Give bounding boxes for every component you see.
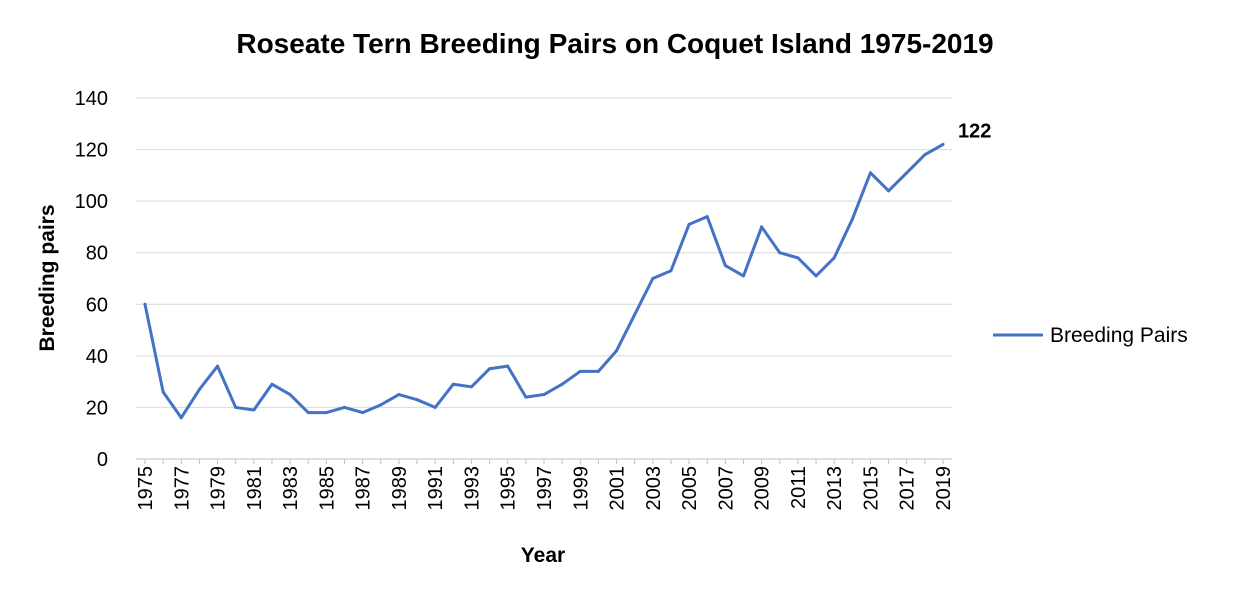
y-tick-label: 60 — [86, 294, 108, 316]
data-point — [868, 171, 872, 175]
x-axis-title: Year — [521, 544, 565, 567]
data-label-last: 122 — [958, 120, 991, 142]
data-point — [578, 369, 582, 373]
data-point — [415, 398, 419, 402]
data-point — [796, 256, 800, 260]
y-tick-label: 0 — [97, 449, 108, 471]
data-point — [361, 411, 365, 415]
data-point — [742, 274, 745, 278]
data-point — [633, 313, 637, 317]
chart-title: Roseate Tern Breeding Pairs on Coquet Is… — [236, 28, 993, 59]
y-axis-title: Breeding pairs — [36, 204, 59, 351]
data-point — [560, 382, 564, 386]
y-tick-label: 100 — [75, 191, 108, 213]
x-tick-label: 1993 — [461, 466, 483, 511]
data-point — [651, 277, 655, 280]
data-point — [234, 405, 238, 409]
x-tick-label: 2009 — [752, 466, 774, 511]
x-tick-label: 1985 — [316, 466, 338, 511]
data-point — [343, 405, 346, 409]
y-tick-label: 140 — [75, 88, 108, 110]
data-point — [216, 364, 220, 368]
x-tick-label: 1999 — [570, 466, 592, 511]
y-tick-label: 20 — [86, 397, 108, 419]
data-point — [306, 411, 310, 415]
data-point — [923, 153, 927, 157]
x-tick-label: 2013 — [824, 466, 846, 511]
data-point — [488, 367, 492, 371]
data-point — [615, 349, 619, 353]
x-tick-label: 1997 — [534, 466, 556, 511]
data-point — [143, 302, 147, 306]
data-point — [814, 274, 818, 278]
data-point — [252, 408, 256, 412]
data-point — [524, 395, 528, 399]
data-point — [596, 369, 600, 373]
data-point — [451, 382, 455, 386]
x-tick-label: 1977 — [171, 466, 193, 511]
x-tick-label: 2007 — [715, 466, 737, 511]
legend-label: Breeding Pairs — [1050, 324, 1188, 347]
x-tick-label: 1989 — [389, 466, 411, 511]
x-tick-label: 1975 — [135, 466, 157, 511]
legend: Breeding Pairs — [993, 324, 1188, 347]
x-tick-label: 1979 — [208, 466, 230, 511]
x-tick-label: 1991 — [425, 466, 447, 511]
data-point — [469, 385, 473, 389]
series-line-breeding-pairs — [143, 142, 945, 420]
data-point — [669, 269, 673, 273]
data-point — [506, 364, 510, 368]
data-point — [433, 405, 437, 409]
x-tick-label: 2017 — [897, 466, 919, 511]
x-tick-label: 2001 — [607, 466, 629, 511]
x-tick-label: 2015 — [860, 466, 882, 511]
data-point — [397, 393, 401, 397]
data-point — [179, 416, 183, 420]
data-point — [197, 387, 201, 391]
data-point — [270, 382, 274, 386]
data-point — [832, 256, 836, 260]
y-tick-label: 120 — [75, 140, 108, 162]
data-point — [161, 390, 165, 394]
data-point — [887, 189, 891, 193]
x-tick-label: 1987 — [353, 466, 375, 511]
gridlines — [136, 97, 952, 408]
x-tick-label: 2011 — [788, 466, 810, 509]
data-point — [941, 142, 945, 146]
x-tick-label: 2005 — [679, 466, 701, 511]
data-point — [542, 393, 546, 397]
data-point — [760, 225, 764, 229]
x-tick-label: 1983 — [280, 466, 302, 511]
x-tick-label: 1995 — [498, 466, 520, 511]
data-point — [905, 171, 909, 175]
data-point — [288, 393, 292, 397]
data-point — [778, 251, 782, 255]
data-point — [705, 215, 709, 219]
data-point — [379, 403, 383, 407]
data-point — [850, 217, 854, 221]
x-tick-label: 2003 — [643, 466, 665, 511]
data-point — [687, 222, 691, 226]
series-group — [143, 142, 945, 420]
x-tick-label: 1981 — [244, 466, 266, 511]
data-point — [324, 411, 328, 415]
y-tick-label: 80 — [86, 243, 108, 265]
y-tick-label: 40 — [86, 346, 108, 368]
data-point — [723, 264, 727, 268]
x-axis-ticks: 1975 1977 1979 1981 1983 1985 1987 1989 1991 1993… — [135, 459, 955, 511]
y-axis-ticks: 0 20 40 60 80 100 120 140 — [75, 88, 108, 471]
x-tick-label: 2019 — [933, 466, 955, 511]
